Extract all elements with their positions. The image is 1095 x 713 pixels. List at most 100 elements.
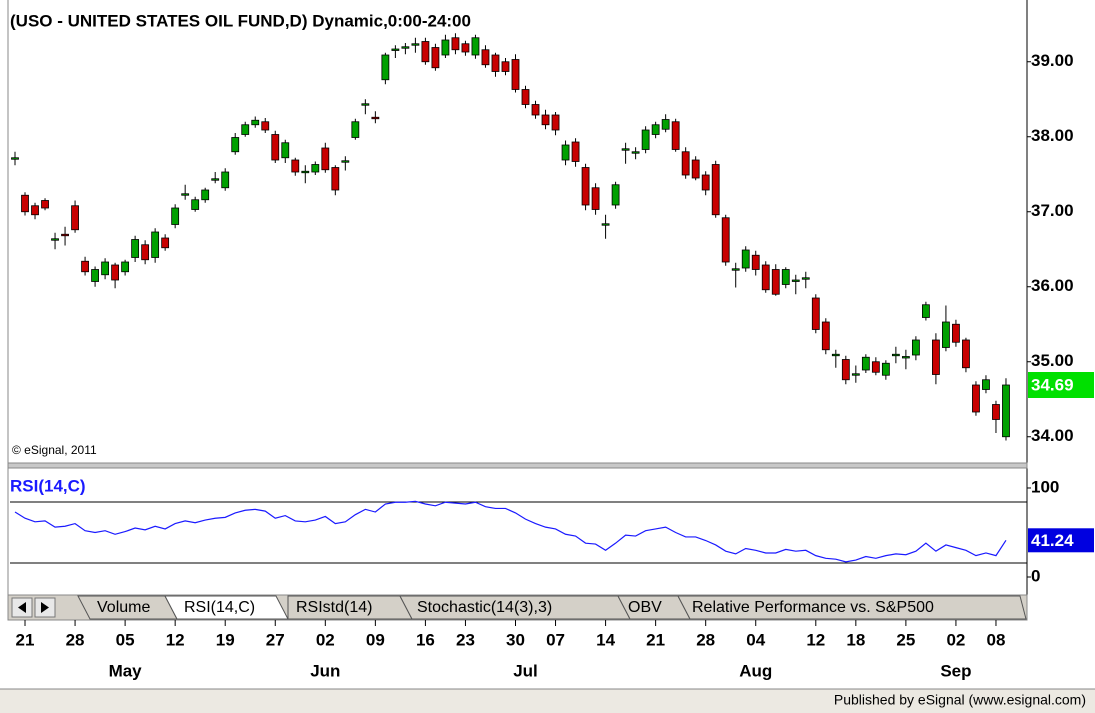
candle-body bbox=[511, 59, 520, 90]
candle-body bbox=[91, 269, 99, 282]
candle-body bbox=[911, 339, 920, 356]
candle-body bbox=[261, 121, 270, 131]
candle-body bbox=[721, 217, 730, 263]
candle-body bbox=[631, 151, 640, 154]
x-tick-label: 19 bbox=[216, 630, 235, 649]
candle-body bbox=[141, 244, 150, 261]
candle-body bbox=[531, 104, 540, 116]
candle-body bbox=[831, 353, 840, 357]
candle-body bbox=[962, 339, 970, 369]
candle-body bbox=[201, 189, 210, 201]
month-label: Jun bbox=[310, 661, 340, 680]
x-tick-label: 27 bbox=[266, 630, 285, 649]
y-tick-label: 39.00 bbox=[1031, 51, 1074, 70]
tab-label[interactable]: OBV bbox=[628, 599, 662, 616]
x-tick-label: 14 bbox=[596, 630, 615, 649]
candle-body bbox=[841, 359, 850, 381]
candle-body bbox=[922, 304, 930, 318]
x-tick-label: 28 bbox=[66, 630, 85, 649]
candle-body bbox=[121, 261, 130, 273]
month-label: May bbox=[109, 661, 143, 680]
last-price-box bbox=[1028, 372, 1094, 398]
candle-body bbox=[601, 223, 610, 226]
candle-body bbox=[621, 148, 630, 151]
candle-body bbox=[992, 404, 1000, 420]
candle-body bbox=[161, 237, 170, 249]
candle-body bbox=[411, 43, 420, 46]
candle-body bbox=[781, 269, 790, 285]
candle-body bbox=[61, 233, 69, 237]
candle-body bbox=[972, 384, 980, 413]
candle-body bbox=[701, 174, 710, 191]
x-tick-label: 02 bbox=[946, 630, 965, 649]
x-tick-label: 16 bbox=[416, 630, 435, 649]
candle-body bbox=[881, 362, 890, 376]
candle-body bbox=[241, 124, 250, 135]
candle-body bbox=[331, 167, 340, 191]
candle-body bbox=[811, 297, 820, 330]
candle-body bbox=[561, 144, 570, 161]
candle-body bbox=[301, 170, 310, 174]
footer-bar bbox=[0, 689, 1095, 713]
x-tick-label: 08 bbox=[987, 630, 1006, 649]
tab-label[interactable]: RSI(14,C) bbox=[184, 599, 255, 616]
candle-body bbox=[861, 356, 870, 371]
tab-label[interactable]: RSIstd(14) bbox=[296, 599, 372, 616]
x-tick-label: 30 bbox=[506, 630, 525, 649]
tab-label[interactable]: Stochastic(14(3),3) bbox=[417, 599, 552, 616]
candle-body bbox=[181, 193, 190, 196]
candle-body bbox=[771, 269, 780, 295]
candle-body bbox=[81, 260, 89, 273]
candle-body bbox=[231, 137, 240, 153]
candle-body bbox=[11, 157, 19, 160]
candle-body bbox=[51, 238, 59, 241]
x-tick-label: 28 bbox=[696, 630, 715, 649]
candle-body bbox=[381, 54, 390, 81]
candle-body bbox=[211, 178, 220, 181]
candle-body bbox=[111, 264, 120, 281]
rsi-line bbox=[14, 500, 1007, 563]
chart-title: (USO - UNITED STATES OIL FUND,D) Dynamic… bbox=[10, 11, 471, 30]
candle-body bbox=[711, 164, 720, 216]
y-tick-label: 37.00 bbox=[1031, 201, 1074, 220]
x-tick-label: 21 bbox=[646, 630, 665, 649]
candle-body bbox=[982, 379, 990, 390]
candle-body bbox=[851, 373, 860, 376]
candle-body bbox=[541, 114, 550, 126]
candle-body bbox=[431, 47, 440, 69]
candle-body bbox=[311, 164, 320, 173]
candle-body bbox=[361, 103, 370, 106]
candle-body bbox=[471, 37, 480, 56]
candle-body bbox=[791, 279, 800, 282]
x-tick-label: 04 bbox=[746, 630, 765, 649]
tab-label[interactable]: Relative Performance vs. S&P500 bbox=[692, 599, 934, 616]
x-tick-label: 12 bbox=[166, 630, 185, 649]
candle-body bbox=[251, 119, 260, 126]
month-label: Aug bbox=[739, 661, 772, 680]
tab-shape[interactable] bbox=[677, 595, 1027, 620]
month-label: Jul bbox=[513, 661, 538, 680]
candle-body bbox=[731, 268, 740, 271]
rsi-title: RSI(14,C) bbox=[10, 476, 86, 495]
x-tick-label: 23 bbox=[456, 630, 475, 649]
candle-body bbox=[341, 160, 350, 163]
candle-body bbox=[671, 121, 680, 150]
candle-body bbox=[321, 147, 330, 171]
candle-body bbox=[741, 249, 750, 269]
candle-body bbox=[761, 264, 770, 291]
candle-body bbox=[661, 119, 670, 130]
candle-body bbox=[891, 353, 900, 357]
tab-label[interactable]: Volume bbox=[97, 599, 150, 616]
candle-body bbox=[371, 116, 380, 120]
candle-body bbox=[1002, 384, 1010, 438]
x-tick-label: 02 bbox=[316, 630, 335, 649]
candle-body bbox=[131, 239, 140, 258]
y-tick-label: 100 bbox=[1031, 477, 1059, 496]
candle-body bbox=[871, 361, 880, 373]
candle-body bbox=[421, 41, 430, 63]
arrow-left-icon bbox=[18, 602, 26, 613]
candle-body bbox=[271, 134, 280, 161]
x-tick-label: 21 bbox=[16, 630, 35, 649]
candle-body bbox=[21, 194, 29, 213]
